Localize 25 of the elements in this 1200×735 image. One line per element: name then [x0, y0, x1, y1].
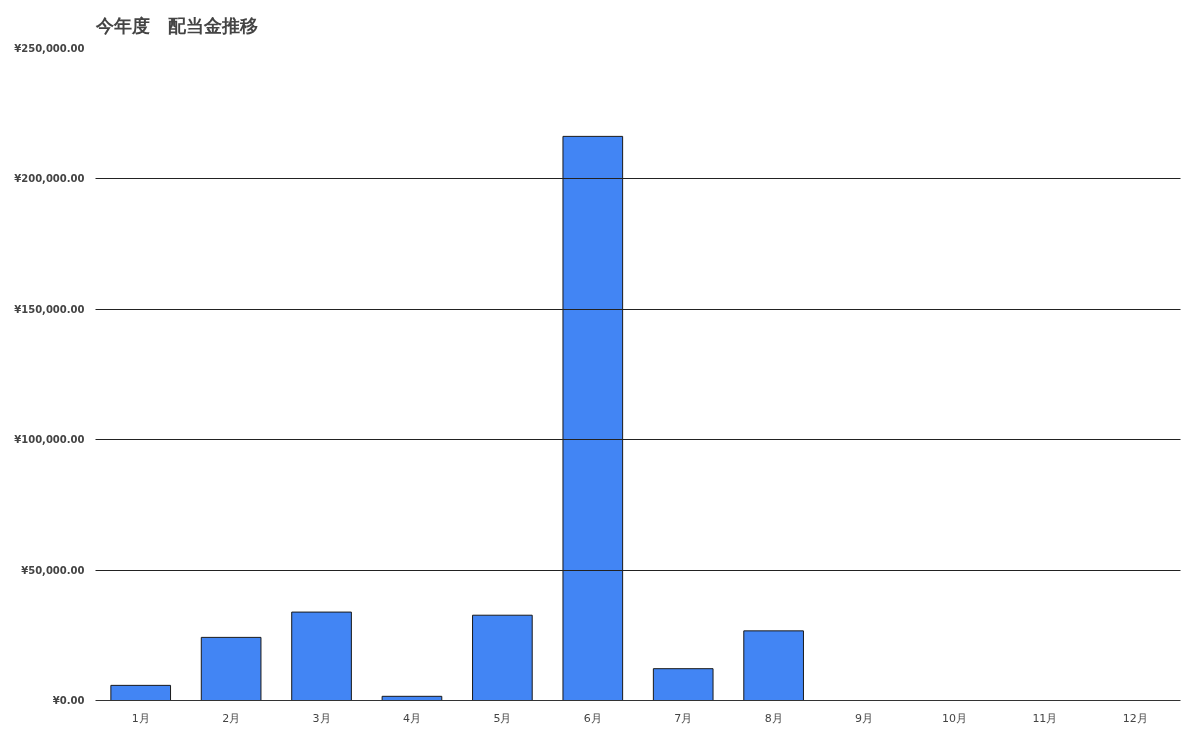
x-tick-label: 5月 — [493, 711, 512, 725]
x-tick-label: 8月 — [764, 711, 783, 725]
x-tick-label: 3月 — [312, 711, 331, 725]
chart-title: 今年度 配当金推移 — [94, 15, 258, 36]
x-tick-label: 10月 — [941, 711, 967, 725]
y-tick-label: ¥0.00 — [52, 695, 85, 706]
x-tick-label: 12月 — [1122, 711, 1148, 725]
x-tick-label: 4月 — [402, 711, 421, 725]
bar — [200, 636, 262, 701]
y-tick-label: ¥100,000.00 — [14, 434, 85, 446]
y-tick-label: ¥200,000.00 — [14, 173, 85, 185]
bar — [743, 630, 804, 701]
bar — [110, 684, 172, 701]
y-tick-label: ¥250,000.00 — [14, 43, 85, 54]
y-tick-label: ¥150,000.00 — [14, 303, 85, 315]
x-tick-label: 6月 — [583, 711, 602, 725]
y-tick-label: ¥50,000.00 — [21, 564, 85, 576]
x-tick-label: 9月 — [855, 711, 874, 725]
x-tick-label: 2月 — [222, 711, 241, 725]
bar — [472, 614, 533, 701]
bar — [652, 668, 714, 701]
x-tick-label: 7月 — [674, 711, 693, 725]
x-tick-label: 1月 — [131, 711, 150, 725]
x-tick-label: 11月 — [1032, 711, 1058, 725]
bar — [291, 611, 352, 701]
